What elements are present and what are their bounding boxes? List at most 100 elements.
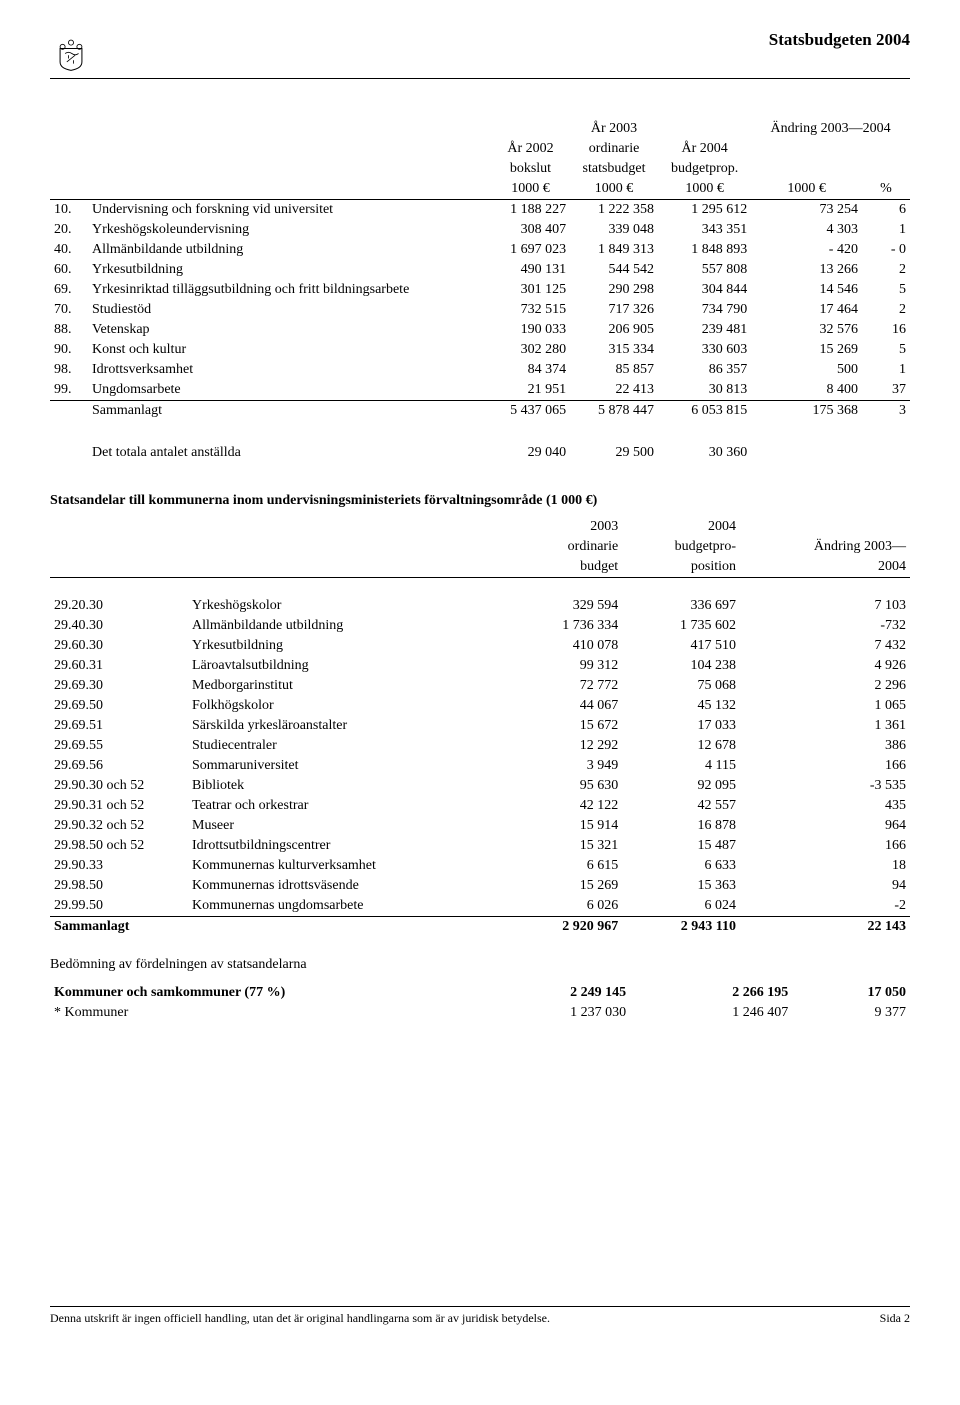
row-value: 12 678	[622, 736, 740, 756]
table-row: * Kommuner1 237 0301 246 4079 377	[50, 1003, 910, 1023]
row-value: -732	[740, 616, 910, 636]
footer-disclaimer: Denna utskrift är ingen officiell handli…	[50, 1311, 550, 1326]
row-code: 60.	[50, 260, 88, 280]
row-value: 17 033	[622, 716, 740, 736]
row-value: 16	[862, 320, 910, 340]
row-label: Yrkesutbildning	[88, 260, 491, 280]
row-value: 1 237 030	[468, 1003, 630, 1023]
row-value: 1 848 893	[658, 240, 751, 260]
sum-row: Sammanlagt2 920 9672 943 11022 143	[50, 917, 910, 938]
table-row: 29.99.50Kommunernas ungdomsarbete6 0266 …	[50, 896, 910, 917]
row-code: 29.69.50	[50, 696, 188, 716]
row-value: 1 736 334	[514, 616, 623, 636]
table-row: 29.98.50Kommunernas idrottsväsende15 269…	[50, 876, 910, 896]
row-code: 29.90.31 och 52	[50, 796, 188, 816]
row-value: 6 615	[514, 856, 623, 876]
row-code: 29.90.30 och 52	[50, 776, 188, 796]
row-code: 29.69.56	[50, 756, 188, 776]
main-budget-table: År 2003 Ändring 2003—2004 År 2002 ordina…	[50, 119, 910, 463]
row-value: 1 849 313	[570, 240, 658, 260]
row-code: 40.	[50, 240, 88, 260]
row-code: 69.	[50, 280, 88, 300]
row-value: 18	[740, 856, 910, 876]
row-value: 315 334	[570, 340, 658, 360]
row-value: 4 303	[751, 220, 862, 240]
row-value: 104 238	[622, 656, 740, 676]
row-label: Museer	[188, 816, 514, 836]
table-row: 29.60.31Läroavtalsutbildning99 312104 23…	[50, 656, 910, 676]
row-value: 4 926	[740, 656, 910, 676]
table-row: 29.40.30Allmänbildande utbildning1 736 3…	[50, 616, 910, 636]
row-value: 73 254	[751, 200, 862, 221]
row-value: 5	[862, 340, 910, 360]
row-code: 29.60.31	[50, 656, 188, 676]
row-value: 410 078	[514, 636, 623, 656]
distribution-assessment-table: Kommuner och samkommuner (77 %)2 249 145…	[50, 983, 910, 1023]
table-row: 29.90.31 och 52Teatrar och orkestrar42 1…	[50, 796, 910, 816]
row-label: Folkhögskolor	[188, 696, 514, 716]
table-row: 69.Yrkesinriktad tilläggsutbildning och …	[50, 280, 910, 300]
row-value: 13 266	[751, 260, 862, 280]
row-value: 330 603	[658, 340, 751, 360]
row-value: 301 125	[491, 280, 570, 300]
row-value: -3 535	[740, 776, 910, 796]
coat-of-arms-icon	[50, 30, 92, 72]
row-value: 190 033	[491, 320, 570, 340]
row-code: 70.	[50, 300, 88, 320]
row-value: 239 481	[658, 320, 751, 340]
row-value: 32 576	[751, 320, 862, 340]
row-value: 1 246 407	[630, 1003, 792, 1023]
row-label: Medborgarinstitut	[188, 676, 514, 696]
row-label: Studiestöd	[88, 300, 491, 320]
row-label: Ungdomsarbete	[88, 380, 491, 401]
row-code: 29.60.30	[50, 636, 188, 656]
table-row: 29.90.32 och 52Museer15 91416 878964	[50, 816, 910, 836]
row-value: 21 951	[491, 380, 570, 401]
row-code: 29.99.50	[50, 896, 188, 917]
page-header: Statsbudgeten 2004	[50, 30, 910, 79]
row-value: 16 878	[622, 816, 740, 836]
table-row: 20.Yrkeshögskoleundervisning308 407339 0…	[50, 220, 910, 240]
row-value: 72 772	[514, 676, 623, 696]
row-code: 29.69.55	[50, 736, 188, 756]
row-value: 1	[862, 360, 910, 380]
row-label: Idrottsutbildningscentrer	[188, 836, 514, 856]
row-code: 29.40.30	[50, 616, 188, 636]
row-value: 2 249 145	[468, 983, 630, 1003]
row-code: 29.98.50 och 52	[50, 836, 188, 856]
row-value: 3 949	[514, 756, 623, 776]
table-row: 88.Vetenskap190 033206 905239 48132 5761…	[50, 320, 910, 340]
row-value: 15 672	[514, 716, 623, 736]
row-value: 4 115	[622, 756, 740, 776]
row-value: 308 407	[491, 220, 570, 240]
row-value: 490 131	[491, 260, 570, 280]
row-value: 15 487	[622, 836, 740, 856]
row-value: 417 510	[622, 636, 740, 656]
row-value: 15 363	[622, 876, 740, 896]
row-value: 166	[740, 756, 910, 776]
row-value: 1 697 023	[491, 240, 570, 260]
row-value: 92 095	[622, 776, 740, 796]
row-value: 435	[740, 796, 910, 816]
row-value: 5	[862, 280, 910, 300]
row-value: 1 735 602	[622, 616, 740, 636]
change-header: Ändring 2003—2004	[751, 119, 910, 139]
row-value: 2 266 195	[630, 983, 792, 1003]
row-value: 1	[862, 220, 910, 240]
row-value: 290 298	[570, 280, 658, 300]
header-title: Statsbudgeten 2004	[769, 30, 910, 50]
row-value: - 420	[751, 240, 862, 260]
row-code: 20.	[50, 220, 88, 240]
row-value: 6 026	[514, 896, 623, 917]
row-value: 302 280	[491, 340, 570, 360]
row-value: 94	[740, 876, 910, 896]
row-value: 1 361	[740, 716, 910, 736]
table-row: 29.20.30Yrkeshögskolor329 594336 6977 10…	[50, 596, 910, 616]
row-label: Kommunernas ungdomsarbete	[188, 896, 514, 917]
table-row: 29.90.30 och 52Bibliotek95 63092 095-3 5…	[50, 776, 910, 796]
row-code: 10.	[50, 200, 88, 221]
row-value: 42 122	[514, 796, 623, 816]
row-value: 544 542	[570, 260, 658, 280]
row-code: 29.69.51	[50, 716, 188, 736]
row-value: 304 844	[658, 280, 751, 300]
